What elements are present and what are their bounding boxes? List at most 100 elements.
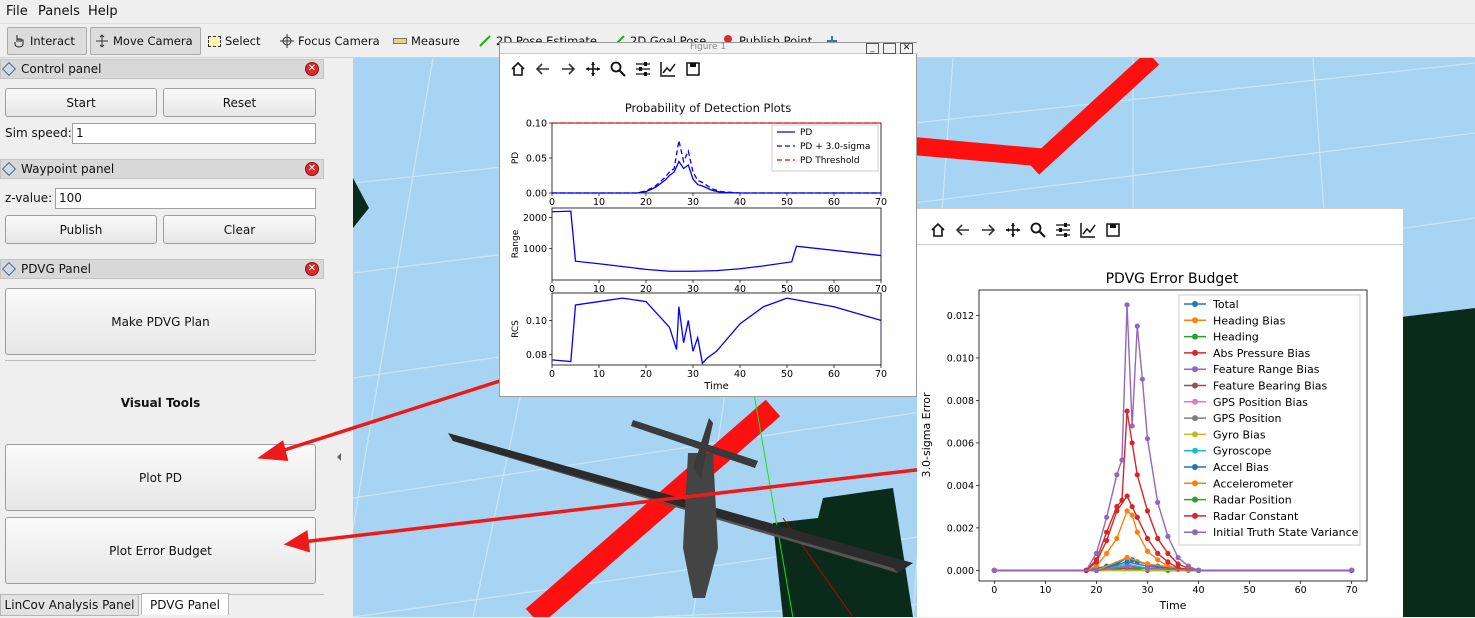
aircraft-model [443,418,913,598]
x-tick-label: 40 [734,369,746,380]
y-tick-label: 0.10 [526,316,547,327]
move-camera-tool[interactable]: Move Camera [90,27,201,55]
series-marker [1155,550,1161,556]
back-arrow-icon[interactable] [955,222,971,238]
control-panel-header: Control panel ✕ [0,59,324,79]
menu-help[interactable]: Help [88,4,118,19]
x-tick-label: 50 [781,197,793,208]
waypoint-panel-header: Waypoint panel ✕ [0,159,324,179]
forward-arrow-icon[interactable] [980,222,996,238]
ground-tile [353,178,369,228]
x-tick-label: 10 [593,369,605,380]
select-tool[interactable]: Select [203,27,265,55]
move-arrows-icon [96,34,108,48]
save-icon[interactable] [1105,222,1121,238]
series-marker [1093,563,1100,569]
figure1-window-title: Figure 1 [690,42,727,52]
x-tick-label: 40 [734,197,746,208]
legend-label: GPS Position Bias [1213,396,1308,409]
x-tick-label: 20 [1090,585,1102,596]
reset-button[interactable]: Reset [163,88,316,117]
tab-pdvg[interactable]: PDVG Panel [141,593,229,615]
series-marker [1144,508,1151,514]
series-marker [1349,567,1355,573]
tab-lincov-analysis[interactable]: LinCov Analysis Panel [0,594,139,616]
figure2-window[interactable]: PDVG Error Budget 0 10 20 30 40 50 60 70 0.000 0.0… [917,208,1403,617]
configure-subplots-icon[interactable] [1055,222,1071,238]
y-axis-label: PD [511,152,521,164]
focus-camera-label: Focus Camera [298,34,380,48]
series-marker [1124,493,1130,499]
series-marker [1155,535,1161,542]
select-box-icon [208,35,221,47]
menu-panels[interactable]: Panels [38,4,80,19]
legend-marker [1192,317,1198,324]
plot-error-budget-button[interactable]: Plot Error Budget [5,517,316,584]
forward-arrow-icon[interactable] [560,61,576,77]
x-tick-label: 20 [640,284,652,295]
left-dock: Control panel ✕ Start Reset Sim speed: 1… [0,58,327,617]
edit-axis-icon[interactable] [1080,222,1096,238]
series-marker [1144,561,1151,567]
series-marker [1129,512,1135,518]
zoom-icon[interactable] [610,61,626,77]
make-pdvg-plan-button[interactable]: Make PDVG Plan [5,288,316,355]
close-icon[interactable]: ✕ [900,43,913,54]
arrowhead [257,440,289,461]
legend-label: Radar Position [1213,494,1292,507]
clear-button[interactable]: Clear [163,215,316,244]
home-icon[interactable] [510,61,526,77]
focus-camera-tool[interactable]: Focus Camera [275,27,385,55]
close-icon[interactable]: ✕ [305,162,319,176]
pan-icon[interactable] [585,61,601,77]
figure1-window[interactable]: Figure 1 _ ✕ Probability of Detection Pl… [499,42,918,397]
minimize-icon[interactable]: _ [866,43,879,54]
close-icon[interactable]: ✕ [305,262,319,276]
ground-tile [1393,308,1475,617]
series-marker [1134,472,1140,478]
y-tick-label: 0.10 [526,119,547,130]
legend-label: Initial Truth State Variance [1213,526,1359,539]
legend-label: Radar Constant [1213,510,1299,523]
series-marker [1139,376,1145,382]
pdvg-panel-title: PDVG Panel [21,262,91,276]
waypoint-panel-title: Waypoint panel [21,162,115,176]
arrow-to-plot-error-budget [301,464,951,544]
edit-axis-icon[interactable] [660,61,676,77]
home-icon[interactable] [930,222,946,238]
back-arrow-icon[interactable] [535,61,551,77]
x-tick-label: 20 [640,369,652,380]
collapse-arrow-icon[interactable] [334,451,344,463]
publish-button[interactable]: Publish [5,215,157,244]
menu-file[interactable]: File [6,4,28,19]
maximize-icon[interactable] [883,43,896,54]
error-budget-chart: PDVG Error Budget 0 10 20 30 40 50 60 70 0.000 0.0… [920,271,1368,612]
interact-tool[interactable]: Interact [7,27,87,55]
series-marker [1104,529,1110,535]
save-icon[interactable] [685,61,701,77]
x-tick-label: 30 [687,369,699,380]
x-tick-label: 50 [1244,585,1256,596]
configure-subplots-icon[interactable] [635,61,651,77]
series-line-range [551,210,882,272]
x-tick-label: 30 [687,284,699,295]
measure-tool[interactable]: Measure [388,27,465,55]
figure1-titlebar[interactable]: Figure 1 _ ✕ [500,42,918,54]
series-marker [1134,529,1140,535]
pan-icon[interactable] [1005,222,1021,238]
x-tick-label: 30 [687,197,699,208]
z-value-input[interactable]: 100 [55,188,316,209]
sim-speed-input[interactable]: 1 [72,123,316,144]
legend-marker [1192,464,1198,470]
x-tick-label: 60 [828,197,840,208]
x-tick-label: 10 [1039,585,1051,596]
dock-splitter[interactable] [327,58,353,617]
start-button[interactable]: Start [5,88,157,117]
measure-label: Measure [411,34,460,48]
control-panel-title: Control panel [21,62,102,76]
series-marker [1155,557,1161,563]
toolbar-divider [917,244,1403,245]
zoom-icon[interactable] [1030,222,1046,238]
close-icon[interactable]: ✕ [305,62,319,76]
